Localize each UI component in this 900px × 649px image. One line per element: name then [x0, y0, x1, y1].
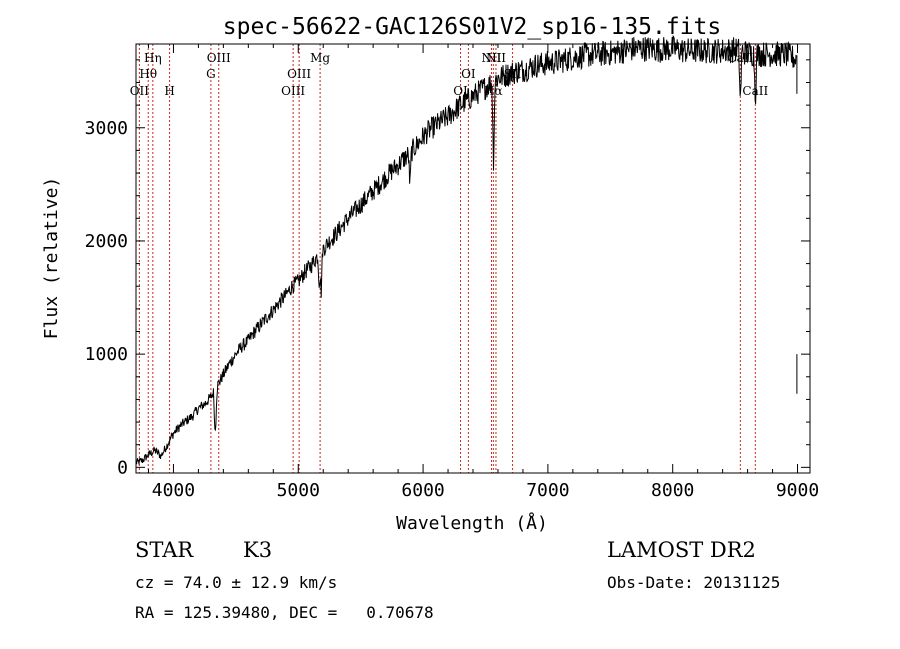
line-marker-label: Mg: [310, 51, 330, 65]
line-marker-label: OI: [461, 67, 476, 81]
observation-date: Obs-Date: 20131125: [607, 573, 781, 592]
x-tick-label: 6000: [401, 480, 444, 501]
object-class: STAR: [135, 538, 194, 562]
x-tick-label: 8000: [651, 480, 694, 501]
chart-title: spec-56622-GAC126S01V2_sp16-135.fits: [223, 14, 722, 40]
y-tick-label: 2000: [85, 231, 128, 252]
axes: 4000 5000 6000 7000 8000 9000 0 1000 2000 3000: [85, 44, 819, 501]
line-marker-label: Hη: [144, 51, 162, 65]
line-marker-label: NII: [481, 51, 501, 65]
line-marker-label: OII: [130, 84, 150, 98]
line-marker-label: G: [206, 67, 216, 81]
y-tick-label: 0: [117, 457, 128, 478]
x-tick-label: 9000: [776, 480, 819, 501]
line-marker-label: H: [164, 84, 174, 98]
coordinates: RA = 125.39480, DEC = 0.70678: [135, 603, 434, 622]
x-tick-label: 7000: [526, 480, 569, 501]
survey-label: LAMOST DR2: [607, 538, 756, 562]
y-axis-label: Flux (relative): [41, 177, 62, 340]
line-marker-label: OIII: [287, 67, 311, 81]
y-tick-label: 1000: [85, 344, 128, 365]
object-subclass: K3: [243, 538, 273, 562]
spectrum-line: [135, 34, 797, 465]
line-marker-label: NII: [486, 51, 506, 65]
redshift-velocity: cz = 74.0 ± 12.9 km/s: [135, 573, 338, 592]
x-tick-label: 5000: [277, 480, 320, 501]
line-marker-label: CaII: [742, 84, 768, 98]
line-marker-label: Hθ: [139, 67, 157, 81]
spectrum-series: [135, 34, 798, 465]
x-tick-label: 4000: [152, 480, 195, 501]
y-tick-label: 3000: [85, 118, 128, 139]
line-marker-label: OIII: [207, 51, 231, 65]
line-markers: OIIHθHηHGOIIIOIIIOIIIMgOIOINIIHαNIISIICa…: [130, 44, 768, 473]
x-axis-label: Wavelength (Å): [396, 512, 548, 534]
plot-frame: [135, 43, 811, 474]
line-marker-label: OIII: [281, 84, 305, 98]
